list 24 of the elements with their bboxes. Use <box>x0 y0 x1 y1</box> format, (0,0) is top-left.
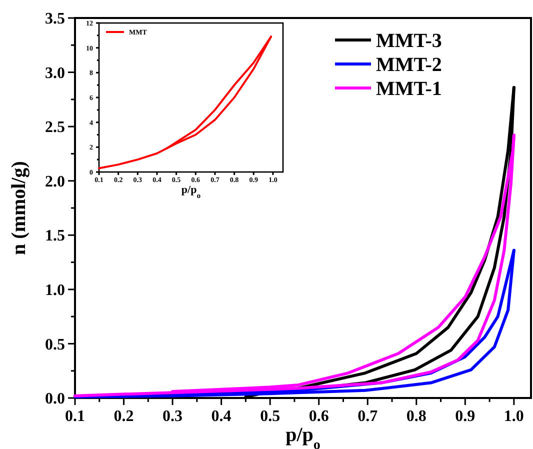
y-tick-label: 0.0 <box>45 390 65 408</box>
legend-label: MMT-3 <box>376 30 442 52</box>
x-tick-label: 0.3 <box>162 408 183 425</box>
x-tick-label: 0.9 <box>455 408 476 425</box>
x-tick-label: 0.6 <box>308 408 329 425</box>
y-tick-label: 3.0 <box>45 64 65 82</box>
x-axis-title: p/p$_{o}$ <box>181 184 201 200</box>
legend-label: MMT-2 <box>376 54 442 76</box>
y-tick-label: 0.5 <box>45 336 65 354</box>
x-tick-label: 0.7 <box>358 408 378 425</box>
y-axis-title: n (mmol/g) <box>8 161 30 255</box>
y-tick-label: 2.5 <box>45 119 65 136</box>
y-tick-label: 1.5 <box>45 228 65 245</box>
y-tick-label: 1.0 <box>45 282 65 300</box>
y-tick-label: 2.0 <box>45 173 65 190</box>
x-tick-label: 0.4 <box>211 408 232 425</box>
x-tick-label: 0.8 <box>406 408 426 425</box>
x-tick-label: 0.1 <box>65 408 85 425</box>
x-tick-label: 0.2 <box>114 408 134 425</box>
y-tick-label: 3.5 <box>45 10 65 28</box>
x-axis-title: p/p$_{o}$ <box>286 424 320 449</box>
x-tick-label: 0.5 <box>260 408 280 425</box>
legend-label: MMT-1 <box>376 78 442 100</box>
x-tick-label: 1.0 <box>504 408 524 425</box>
